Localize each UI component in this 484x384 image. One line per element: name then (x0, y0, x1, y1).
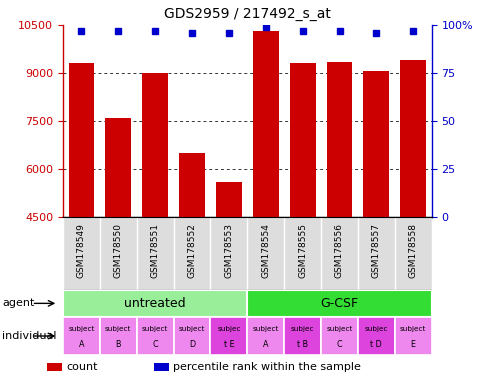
Bar (363, 71, 389, 217)
Text: t B: t B (297, 340, 307, 349)
Text: subject: subject (105, 326, 131, 332)
Text: GSM178556: GSM178556 (334, 223, 343, 278)
Text: GSM178550: GSM178550 (114, 223, 122, 278)
Text: GSM178554: GSM178554 (261, 223, 270, 278)
Text: subjec: subjec (290, 326, 314, 332)
Text: subjec: subjec (364, 326, 387, 332)
Bar (142, 73, 168, 217)
Bar (173, 217, 210, 290)
Bar (284, 217, 320, 290)
Text: subject: subject (252, 326, 278, 332)
Text: GSM178549: GSM178549 (77, 223, 86, 278)
Text: A: A (262, 340, 268, 349)
Bar (357, 217, 394, 290)
Text: count: count (66, 362, 98, 372)
Bar (284, 317, 320, 355)
Text: t D: t D (370, 340, 381, 349)
Bar (68, 63, 94, 217)
Bar (252, 31, 278, 217)
Text: GSM178557: GSM178557 (371, 223, 380, 278)
Text: C: C (152, 340, 158, 349)
Bar (100, 317, 136, 355)
Text: B: B (115, 340, 121, 349)
Text: GSM178552: GSM178552 (187, 223, 196, 278)
Text: subject: subject (179, 326, 205, 332)
Text: subjec: subjec (217, 326, 240, 332)
Text: individual: individual (2, 331, 57, 341)
Bar (136, 217, 173, 290)
Bar (247, 317, 284, 355)
Bar (173, 317, 210, 355)
Bar (394, 317, 431, 355)
Text: agent: agent (2, 298, 35, 308)
Bar (63, 217, 100, 290)
Bar (320, 317, 357, 355)
Bar (136, 317, 173, 355)
Text: untreated: untreated (124, 297, 186, 310)
Bar (247, 290, 431, 317)
Text: E: E (410, 340, 415, 349)
Text: G-CSF: G-CSF (320, 297, 358, 310)
Bar (63, 290, 247, 317)
Text: subject: subject (142, 326, 168, 332)
Bar (320, 217, 357, 290)
Title: GDS2959 / 217492_s_at: GDS2959 / 217492_s_at (164, 7, 330, 21)
Bar (215, 182, 242, 217)
Text: percentile rank within the sample: percentile rank within the sample (173, 362, 361, 372)
Text: GSM178553: GSM178553 (224, 223, 233, 278)
Bar (399, 60, 425, 217)
Text: subject: subject (326, 326, 352, 332)
Bar (210, 217, 247, 290)
Bar (326, 62, 352, 217)
Bar (247, 217, 284, 290)
Text: subject: subject (399, 326, 425, 332)
Text: subject: subject (68, 326, 94, 332)
Bar (289, 63, 315, 217)
Text: C: C (336, 340, 342, 349)
Text: A: A (78, 340, 84, 349)
Bar (47, 362, 62, 371)
Bar (210, 317, 247, 355)
Text: D: D (189, 340, 195, 349)
Bar (63, 317, 100, 355)
Bar (357, 317, 394, 355)
Text: GSM178558: GSM178558 (408, 223, 417, 278)
Bar (105, 118, 131, 217)
Text: GSM178555: GSM178555 (298, 223, 306, 278)
Bar (154, 362, 168, 371)
Bar (100, 217, 136, 290)
Bar (179, 153, 205, 217)
Text: t E: t E (223, 340, 234, 349)
Text: GSM178551: GSM178551 (151, 223, 159, 278)
Bar (394, 217, 431, 290)
